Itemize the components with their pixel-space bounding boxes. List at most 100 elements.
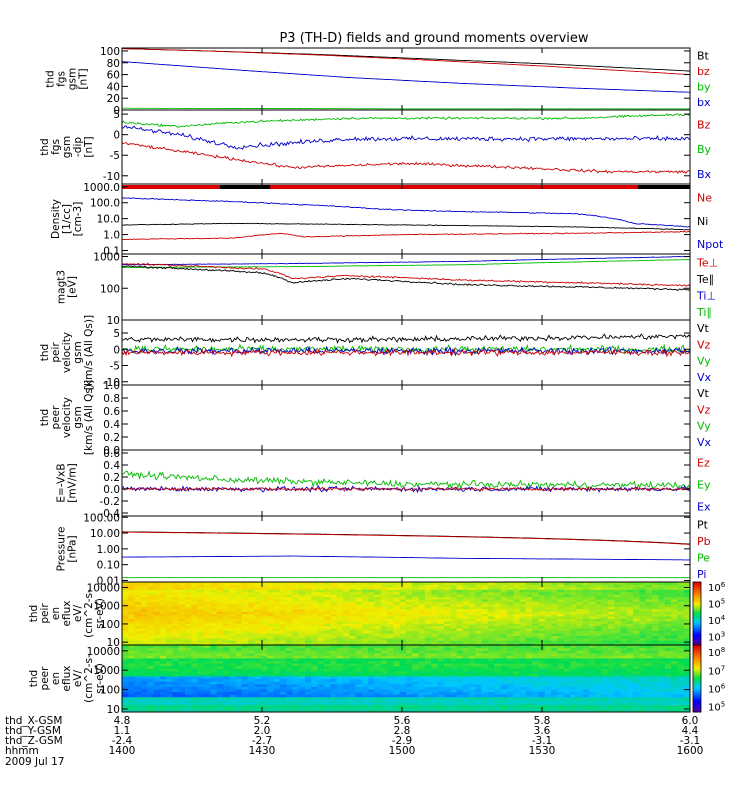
heatmap-cell [633, 611, 641, 615]
heatmap-cell [241, 637, 249, 641]
heatmap-cell [204, 663, 211, 667]
heatmap-cell [216, 691, 224, 695]
heatmap-cell [273, 613, 281, 617]
heatmap-cell [267, 694, 275, 698]
heatmap-cell [525, 601, 533, 605]
heatmap-cell [279, 665, 287, 669]
heatmap-cell [677, 620, 685, 624]
heatmap-cell [475, 620, 483, 624]
heatmap-cell [260, 678, 268, 682]
series-line-Bz [122, 142, 690, 175]
heatmap-cell [595, 701, 603, 705]
heatmap-cell [128, 706, 136, 710]
heatmap-cell [235, 637, 243, 641]
heatmap-cell [147, 628, 155, 631]
heatmap-cell [494, 704, 502, 708]
heatmap-cell [469, 652, 476, 656]
heatmap-cell [570, 601, 577, 605]
heatmap-cell [551, 618, 559, 622]
heatmap-cell [544, 706, 552, 710]
heatmap-cell [431, 628, 439, 631]
heatmap-cell [317, 582, 325, 585]
heatmap-cell [633, 632, 641, 636]
heatmap-cell [166, 691, 174, 695]
heatmap-cell [525, 584, 533, 588]
heatmap-cell [469, 660, 476, 664]
heatmap-cell [185, 618, 192, 622]
heatmap-cell [608, 613, 615, 617]
heatmap-cell [677, 640, 685, 644]
heatmap-cell [254, 594, 262, 598]
heatmap-cell [273, 694, 281, 698]
heatmap-cell [462, 632, 470, 636]
heatmap-cell [443, 670, 451, 674]
heatmap-cell [311, 696, 319, 700]
heatmap-cell [122, 670, 129, 674]
heatmap-cell [267, 584, 275, 588]
heatmap-cell [311, 675, 319, 680]
heatmap-cell [519, 618, 527, 622]
colorbar-step [693, 586, 701, 589]
heatmap-cell [639, 613, 647, 617]
heatmap-cell [178, 606, 186, 610]
heatmap-cell [481, 704, 489, 708]
heatmap-cell [614, 635, 622, 639]
heatmap-cell [538, 628, 546, 631]
heatmap-cell [450, 683, 458, 687]
heatmap-cell [122, 675, 129, 680]
heatmap-cell [601, 611, 609, 615]
heatmap-cell [368, 594, 375, 598]
heatmap-cell [128, 683, 136, 687]
heatmap-cell [399, 613, 407, 617]
heatmap-cell [614, 691, 622, 695]
heatmap-cell [652, 655, 659, 659]
heatmap-cell [147, 632, 155, 636]
heatmap-cell [330, 673, 338, 677]
heatmap-cell [210, 586, 218, 590]
heatmap-cell [172, 665, 180, 669]
colorbar-step [693, 643, 701, 646]
heatmap-cell [418, 691, 426, 695]
y-tick-label: -0.4 [100, 508, 121, 520]
heatmap-cell [557, 599, 565, 602]
heatmap-cell [311, 663, 319, 667]
heatmap-cell [393, 632, 401, 636]
heatmap-cell [645, 586, 653, 590]
heatmap-cell [355, 623, 363, 627]
heatmap-cell [683, 608, 690, 612]
heatmap-cell [620, 657, 628, 662]
heatmap-cell [563, 704, 571, 708]
heatmap-cell [311, 630, 319, 634]
heatmap-cell [172, 594, 180, 598]
heatmap-cell [500, 582, 508, 585]
heatmap-cell [532, 694, 540, 698]
heatmap-cell [134, 657, 142, 662]
heatmap-cell [658, 668, 666, 672]
heatmap-cell [355, 652, 363, 656]
heatmap-cell [223, 675, 230, 680]
heatmap-cell [342, 596, 350, 600]
heatmap-cell [576, 582, 584, 585]
heatmap-cell [368, 632, 375, 636]
heatmap-cell [260, 603, 268, 607]
heatmap-cell [652, 699, 659, 703]
heatmap-cell [614, 657, 622, 662]
series-line-Npot [122, 197, 690, 228]
heatmap-cell [368, 586, 375, 590]
heatmap-cell [368, 663, 375, 667]
heatmap-cell [608, 655, 615, 659]
heatmap-cell [204, 623, 211, 627]
heatmap-cell [412, 688, 420, 692]
heatmap-cell [235, 686, 243, 690]
heatmap-cell [475, 704, 483, 708]
heatmap-cell [671, 628, 678, 631]
heatmap-cell [532, 632, 540, 636]
heatmap-cell [595, 650, 603, 654]
heatmap-cell [620, 620, 628, 624]
heatmap-cell [399, 632, 407, 636]
heatmap-cell [393, 630, 401, 634]
heatmap-cell [254, 606, 262, 610]
heatmap-cell [122, 704, 129, 708]
